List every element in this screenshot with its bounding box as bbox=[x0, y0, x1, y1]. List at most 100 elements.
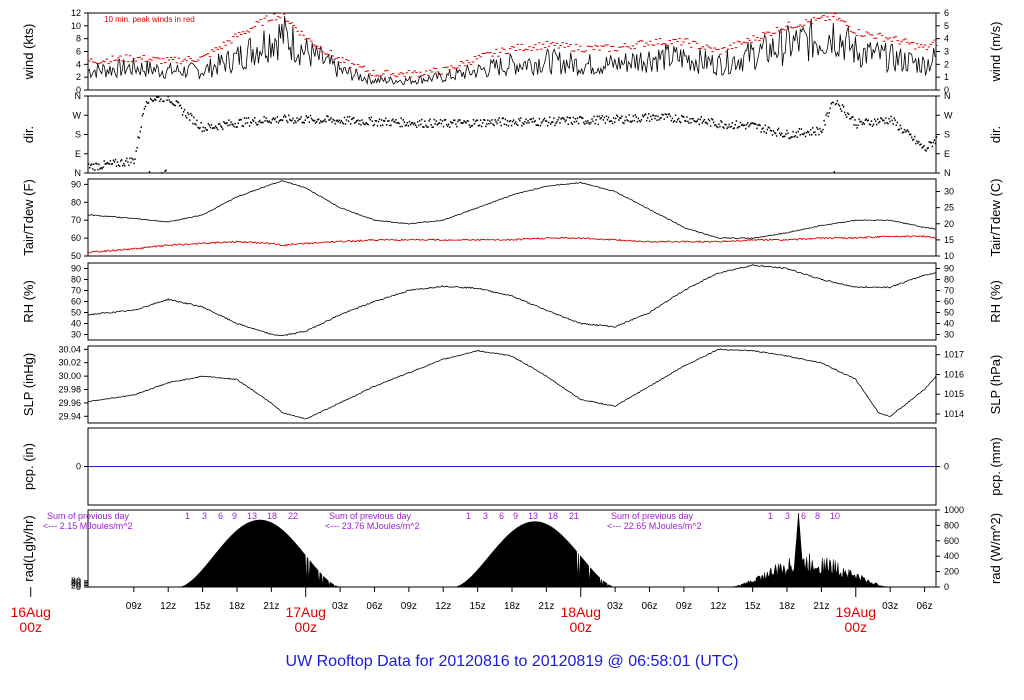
wind-direction-point bbox=[691, 117, 693, 120]
wind-direction-point bbox=[541, 120, 544, 123]
wind-direction-point bbox=[340, 119, 343, 122]
wind-direction-point bbox=[327, 115, 329, 118]
wind-direction-point bbox=[222, 128, 224, 130]
wind-direction-point bbox=[434, 122, 436, 125]
wind-direction-point bbox=[640, 118, 643, 121]
wind-direction-point bbox=[511, 120, 514, 123]
wind-direction-point bbox=[347, 120, 350, 123]
wind-direction-point bbox=[309, 114, 312, 117]
wind-direction-point bbox=[464, 121, 466, 123]
wind-direction-point bbox=[663, 118, 665, 120]
wind-direction-point bbox=[659, 117, 661, 120]
wind-direction-point bbox=[364, 123, 366, 126]
wind-direction-point bbox=[820, 130, 822, 133]
wind-direction-point bbox=[398, 122, 400, 125]
wind-direction-point bbox=[139, 130, 141, 133]
wind-direction-point bbox=[875, 123, 878, 126]
wind-direction-point bbox=[747, 122, 749, 124]
wind-direction-point bbox=[652, 114, 654, 117]
wind-direction-point bbox=[271, 118, 273, 121]
wind-direction-point bbox=[740, 124, 743, 127]
wind-direction-point bbox=[761, 128, 763, 130]
wind-direction-point bbox=[630, 121, 632, 123]
wind-direction-point bbox=[349, 123, 352, 125]
wind-direction-point bbox=[837, 103, 840, 106]
wind-direction-point bbox=[851, 116, 853, 119]
wind-direction-point bbox=[302, 121, 304, 124]
wind-direction-point bbox=[668, 113, 671, 115]
wind-direction-point bbox=[461, 122, 463, 124]
wind-direction-point bbox=[329, 118, 331, 121]
wind-direction-point bbox=[413, 122, 416, 124]
wind-direction-point bbox=[497, 119, 499, 121]
y-tick-label-right: 600 bbox=[944, 536, 959, 546]
local-hour-label: 1 bbox=[768, 511, 773, 521]
wind-direction-point bbox=[269, 121, 271, 124]
wind-direction-point bbox=[477, 124, 480, 127]
wind-direction-point bbox=[656, 119, 658, 122]
wind-direction-point bbox=[746, 123, 748, 126]
wind-direction-point bbox=[588, 121, 590, 124]
wind-direction-point bbox=[440, 122, 443, 125]
y-tick-label-left: E bbox=[75, 149, 81, 159]
wind-direction-point bbox=[469, 126, 471, 129]
y-tick-label-right: 1015 bbox=[944, 389, 964, 399]
wind-direction-point bbox=[231, 123, 233, 126]
local-hour-label: 3 bbox=[483, 511, 488, 521]
wind-direction-point bbox=[176, 101, 179, 103]
wind-direction-point bbox=[623, 122, 625, 125]
wind-direction-point bbox=[173, 104, 176, 107]
wind-direction-point bbox=[670, 119, 673, 122]
wind-direction-point bbox=[806, 130, 809, 133]
y-tick-label-left: 29.96 bbox=[58, 398, 81, 408]
wind-direction-point bbox=[182, 110, 185, 113]
wind-direction-point bbox=[849, 118, 851, 120]
wind-direction-point bbox=[922, 146, 924, 148]
wind-direction-point bbox=[98, 163, 100, 166]
wind-direction-point bbox=[714, 124, 716, 127]
wind-direction-point bbox=[391, 119, 393, 122]
wind-direction-point bbox=[267, 121, 269, 124]
wind-direction-point bbox=[780, 134, 782, 136]
wind-direction-point bbox=[221, 126, 223, 129]
wind-direction-point bbox=[286, 119, 288, 122]
wind-direction-point bbox=[290, 119, 292, 122]
wind-direction-point bbox=[505, 123, 508, 126]
wind-direction-point bbox=[476, 119, 479, 122]
wind-direction-point bbox=[358, 122, 360, 125]
wind-direction-point bbox=[468, 124, 470, 126]
wind-direction-point bbox=[658, 119, 660, 121]
wind-direction-point bbox=[758, 123, 760, 126]
wind-direction-point bbox=[741, 123, 744, 126]
wind-direction-point bbox=[577, 122, 580, 125]
wind-direction-point bbox=[423, 126, 425, 129]
y-tick-label-right: 90 bbox=[944, 264, 954, 274]
wind-direction-point bbox=[205, 128, 207, 131]
wind-direction-point bbox=[289, 118, 291, 121]
y-tick-label-right: N bbox=[944, 168, 951, 178]
wind-direction-point bbox=[213, 127, 216, 129]
wind-direction-point bbox=[326, 115, 328, 117]
time-tick-label: 15z bbox=[470, 601, 486, 612]
day-label: 19Aug bbox=[836, 604, 876, 620]
y-tick-label-right: S bbox=[944, 130, 950, 140]
wind-direction-point bbox=[339, 121, 342, 124]
wind-direction-point bbox=[499, 121, 501, 124]
wind-direction-point bbox=[770, 130, 773, 132]
wind-direction-point bbox=[317, 118, 320, 121]
wind-direction-point bbox=[826, 112, 828, 114]
wind-direction-point bbox=[686, 116, 688, 118]
wind-direction-point bbox=[217, 123, 220, 126]
wind-direction-point bbox=[429, 118, 431, 121]
wind-direction-point bbox=[400, 117, 402, 120]
wind-direction-point bbox=[796, 136, 798, 139]
wind-direction-point bbox=[450, 121, 452, 123]
y-tick-label-left: 50 bbox=[71, 308, 81, 318]
day-hour-label: 00z bbox=[19, 619, 42, 635]
daily-sum-value: <--- 22.65 MJoules/m^2 bbox=[607, 521, 702, 531]
wind-direction-point bbox=[584, 123, 586, 125]
wind-direction-point bbox=[373, 123, 376, 126]
wind-direction-point bbox=[620, 117, 622, 119]
